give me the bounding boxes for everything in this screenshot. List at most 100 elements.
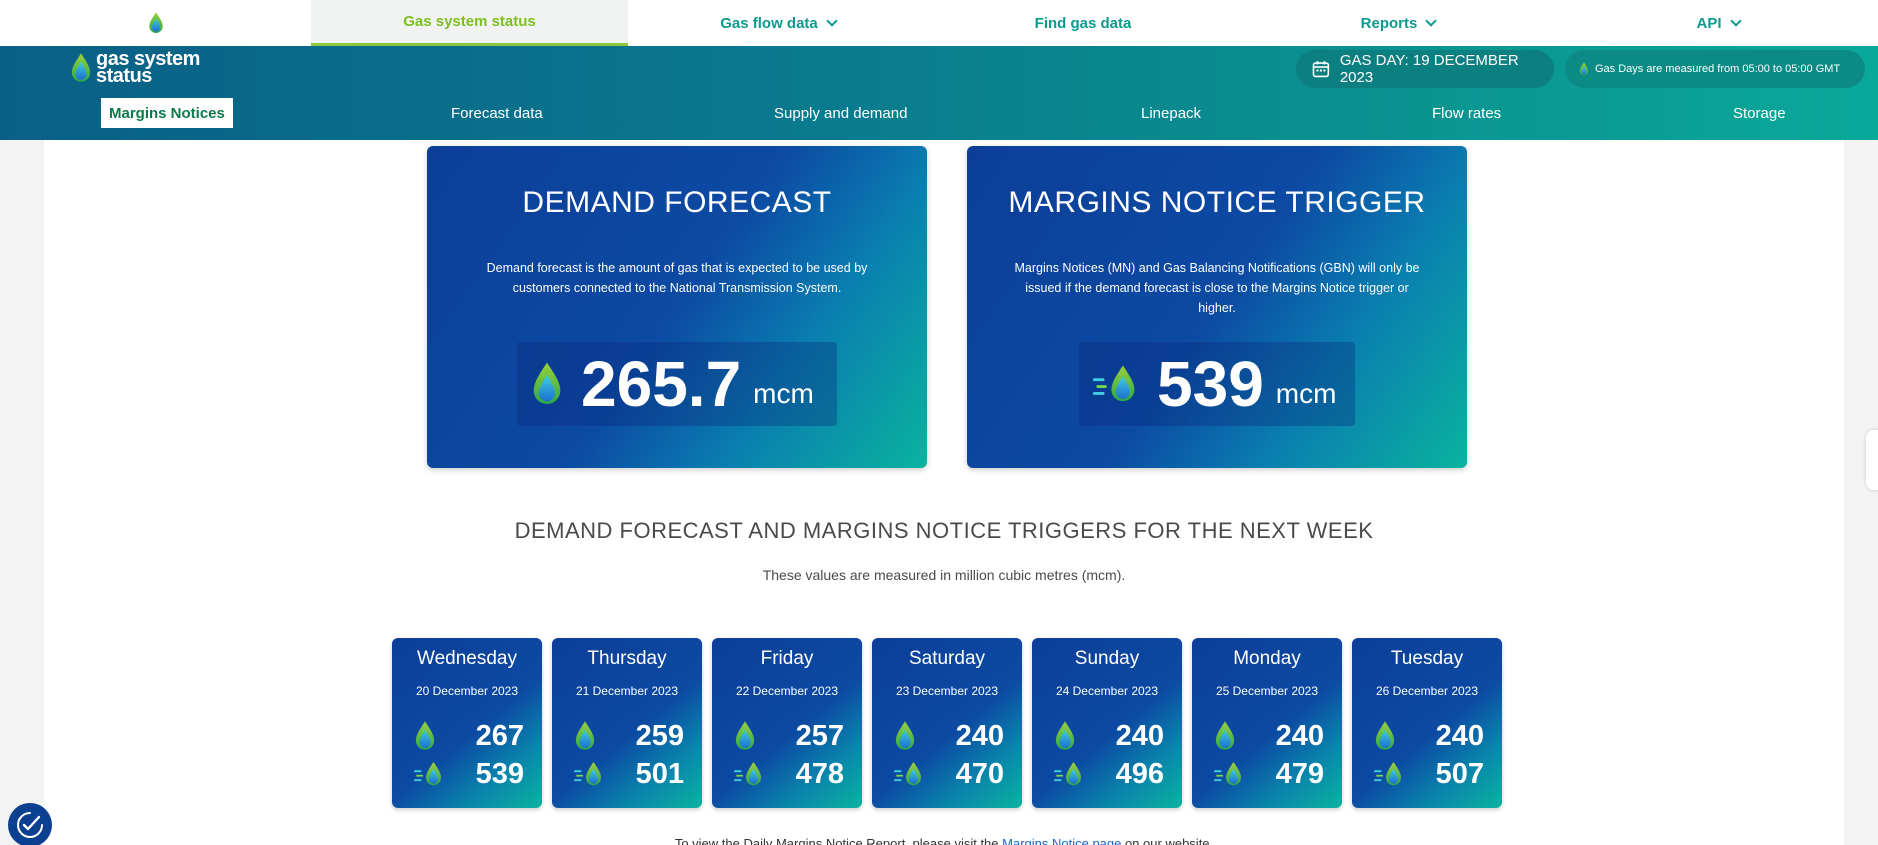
day-demand-row: 267 (414, 718, 524, 754)
subnav-linepack[interactable]: Linepack (1141, 104, 1202, 122)
day-trigger-row: 478 (734, 756, 844, 792)
day-demand-value: 240 (1435, 719, 1484, 752)
flame-speed-icon (1214, 757, 1244, 791)
flame-icon (1214, 719, 1236, 753)
flame-speed-icon (734, 757, 764, 791)
day-name: Saturday (908, 648, 986, 669)
chevron-down-icon (1425, 15, 1438, 27)
flame-speed-icon (1093, 360, 1139, 408)
day-name: Tuesday (1390, 648, 1464, 669)
day-card: Saturday 23 December 2023 240 470 (872, 638, 1022, 808)
subnav-storage[interactable]: Storage (1733, 104, 1786, 122)
flame-icon (531, 360, 563, 408)
brand-text: gas system status (96, 48, 200, 87)
nav-reports[interactable]: Reports (1238, 0, 1558, 46)
day-trigger-value: 501 (635, 757, 684, 790)
chevron-down-icon (1729, 15, 1742, 27)
top-navigation: Gas system status Gas flow data Find gas… (0, 0, 1878, 46)
flame-icon (148, 10, 164, 36)
nav-api[interactable]: API (1558, 0, 1878, 46)
week-section-subtitle: These values are measured in million cub… (762, 567, 1126, 583)
day-demand-row: 259 (574, 718, 684, 754)
sub-navigation: Margins Notices Forecast data Supply and… (0, 96, 1878, 187)
demand-forecast-value-box: 265.7 mcm (517, 342, 837, 426)
day-demand-value: 267 (475, 719, 524, 752)
day-date: 22 December 2023 (735, 684, 839, 698)
week-section-title: DEMAND FORECAST AND MARGINS NOTICE TRIGG… (514, 518, 1374, 543)
accessibility-button[interactable] (8, 803, 52, 845)
flame-icon (1054, 719, 1076, 753)
day-trigger-value: 478 (795, 757, 844, 790)
day-trigger-value: 539 (475, 757, 524, 790)
day-date: 26 December 2023 (1375, 684, 1479, 698)
day-name: Sunday (1074, 648, 1140, 669)
flame-speed-icon (1374, 757, 1404, 791)
flame-icon (734, 719, 756, 753)
accessibility-icon (17, 812, 43, 838)
day-trigger-value: 496 (1115, 757, 1164, 790)
day-demand-value: 240 (1275, 719, 1324, 752)
day-date: 25 December 2023 (1215, 684, 1319, 698)
subnav-forecast-data[interactable]: Forecast data (451, 104, 543, 122)
day-card: Sunday 24 December 2023 240 496 (1032, 638, 1182, 808)
day-trigger-row: 479 (1214, 756, 1324, 792)
day-card: Tuesday 26 December 2023 240 507 (1352, 638, 1502, 808)
flame-icon (894, 719, 916, 753)
margins-notice-trigger-value-box: 539 mcm (1079, 342, 1355, 426)
gas-day-label: GAS DAY: 19 DECEMBER 2023 (1339, 52, 1519, 86)
day-demand-value: 240 (955, 719, 1004, 752)
flame-icon (414, 719, 436, 753)
home-logo[interactable] (0, 0, 311, 46)
day-demand-row: 240 (1374, 718, 1484, 754)
calendar-icon (1312, 61, 1330, 78)
day-trigger-row: 539 (414, 756, 524, 792)
day-date: 24 December 2023 (1055, 684, 1159, 698)
gas-day-badge: GAS DAY: 19 DECEMBER 2023 (1296, 50, 1554, 88)
nav-gas-flow-data[interactable]: Gas flow data (628, 0, 928, 46)
day-demand-row: 257 (734, 718, 844, 754)
day-trigger-row: 496 (1054, 756, 1164, 792)
header-band: gas system status GAS DAY: 19 DECEMBER 2… (0, 46, 1878, 187)
day-demand-row: 240 (1054, 718, 1164, 754)
brand-logo[interactable]: gas system status (70, 48, 200, 87)
margins-notice-page-link[interactable]: Margins Notice page (1002, 836, 1122, 845)
demand-forecast-unit: mcm (753, 378, 814, 409)
flame-icon (70, 50, 92, 86)
flame-speed-icon (1054, 757, 1084, 791)
day-card: Thursday 21 December 2023 259 501 (552, 638, 702, 808)
flame-speed-icon (414, 757, 444, 791)
nav-gas-system-status[interactable]: Gas system status (311, 0, 628, 46)
day-demand-row: 240 (1214, 718, 1324, 754)
margins-report-footnote: To view the Daily Margins Notice Report,… (44, 836, 1844, 845)
day-demand-value: 257 (795, 719, 844, 752)
subnav-flow-rates[interactable]: Flow rates (1432, 104, 1502, 122)
margins-notice-trigger-description: Margins Notices (MN) and Gas Balancing N… (1014, 261, 1420, 315)
day-trigger-value: 479 (1275, 757, 1324, 790)
flame-speed-icon (894, 757, 924, 791)
day-card: Friday 22 December 2023 257 478 (712, 638, 862, 808)
demand-forecast-description: Demand forecast is the amount of gas tha… (486, 261, 868, 295)
flame-icon (1579, 61, 1589, 77)
demand-forecast-value: 265.7 (581, 348, 742, 420)
margins-notice-trigger-unit: mcm (1275, 378, 1337, 409)
margins-notice-trigger-value: 539 (1157, 348, 1264, 420)
day-trigger-row: 507 (1374, 756, 1484, 792)
subnav-supply-and-demand[interactable]: Supply and demand (774, 104, 908, 122)
day-name: Wednesday (417, 648, 517, 669)
day-name: Monday (1233, 648, 1301, 669)
main-content: DEMAND FORECAST Demand forecast is the a… (44, 140, 1844, 845)
chevron-down-icon (826, 15, 838, 27)
day-trigger-row: 501 (574, 756, 684, 792)
flame-icon (1374, 719, 1396, 753)
nav-find-gas-data[interactable]: Find gas data (1034, 14, 1132, 32)
side-feedback-tab[interactable] (1866, 430, 1878, 490)
day-card: Wednesday 20 December 2023 267 539 (392, 638, 542, 808)
subnav-margins-notices[interactable]: Margins Notices (101, 98, 233, 128)
flame-speed-icon (574, 757, 604, 791)
day-date: 20 December 2023 (415, 684, 519, 698)
day-date: 23 December 2023 (895, 684, 999, 698)
day-trigger-value: 470 (955, 757, 1004, 790)
day-card: Monday 25 December 2023 240 479 (1192, 638, 1342, 808)
day-trigger-value: 507 (1435, 757, 1484, 790)
margins-notice-trigger-title: MARGINS NOTICE TRIGGER (1008, 186, 1426, 219)
